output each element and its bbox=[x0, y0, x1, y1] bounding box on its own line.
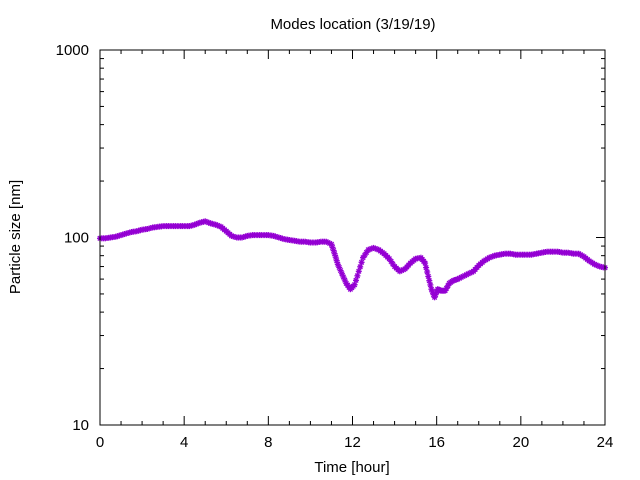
data-point bbox=[329, 244, 336, 251]
x-tick-label: 20 bbox=[512, 434, 529, 451]
x-tick-label: 8 bbox=[264, 434, 272, 451]
y-tick-label: 1000 bbox=[56, 42, 89, 59]
data-points bbox=[97, 218, 608, 301]
x-tick-labels: 0 4 8 12 16 20 24 bbox=[96, 434, 614, 451]
x-tick-label: 24 bbox=[597, 434, 614, 451]
chart-title: Modes location (3/19/19) bbox=[270, 16, 435, 33]
data-point bbox=[423, 264, 430, 271]
y-tick-label: 100 bbox=[64, 230, 89, 247]
data-point bbox=[425, 273, 432, 280]
x-tick-label: 12 bbox=[344, 434, 361, 451]
x-tick-label: 0 bbox=[96, 434, 104, 451]
data-point bbox=[427, 281, 434, 288]
x-tick-label: 16 bbox=[428, 434, 445, 451]
x-axis-label: Time [hour] bbox=[314, 459, 389, 476]
data-point bbox=[426, 277, 433, 284]
data-point bbox=[354, 272, 361, 279]
data-point bbox=[357, 263, 364, 270]
y-axis-label: Particle size [nm] bbox=[7, 180, 24, 294]
data-point bbox=[422, 260, 429, 267]
tick-marks bbox=[99, 49, 606, 426]
data-point bbox=[353, 277, 359, 284]
y-tick-labels: 10 100 1000 bbox=[56, 42, 89, 434]
y-tick-label: 10 bbox=[72, 417, 89, 434]
data-point bbox=[355, 268, 362, 275]
x-tick-label: 4 bbox=[180, 434, 188, 451]
data-point bbox=[334, 261, 341, 268]
plot-frame bbox=[99, 49, 606, 426]
data-point bbox=[358, 259, 365, 266]
data-point bbox=[424, 269, 431, 275]
